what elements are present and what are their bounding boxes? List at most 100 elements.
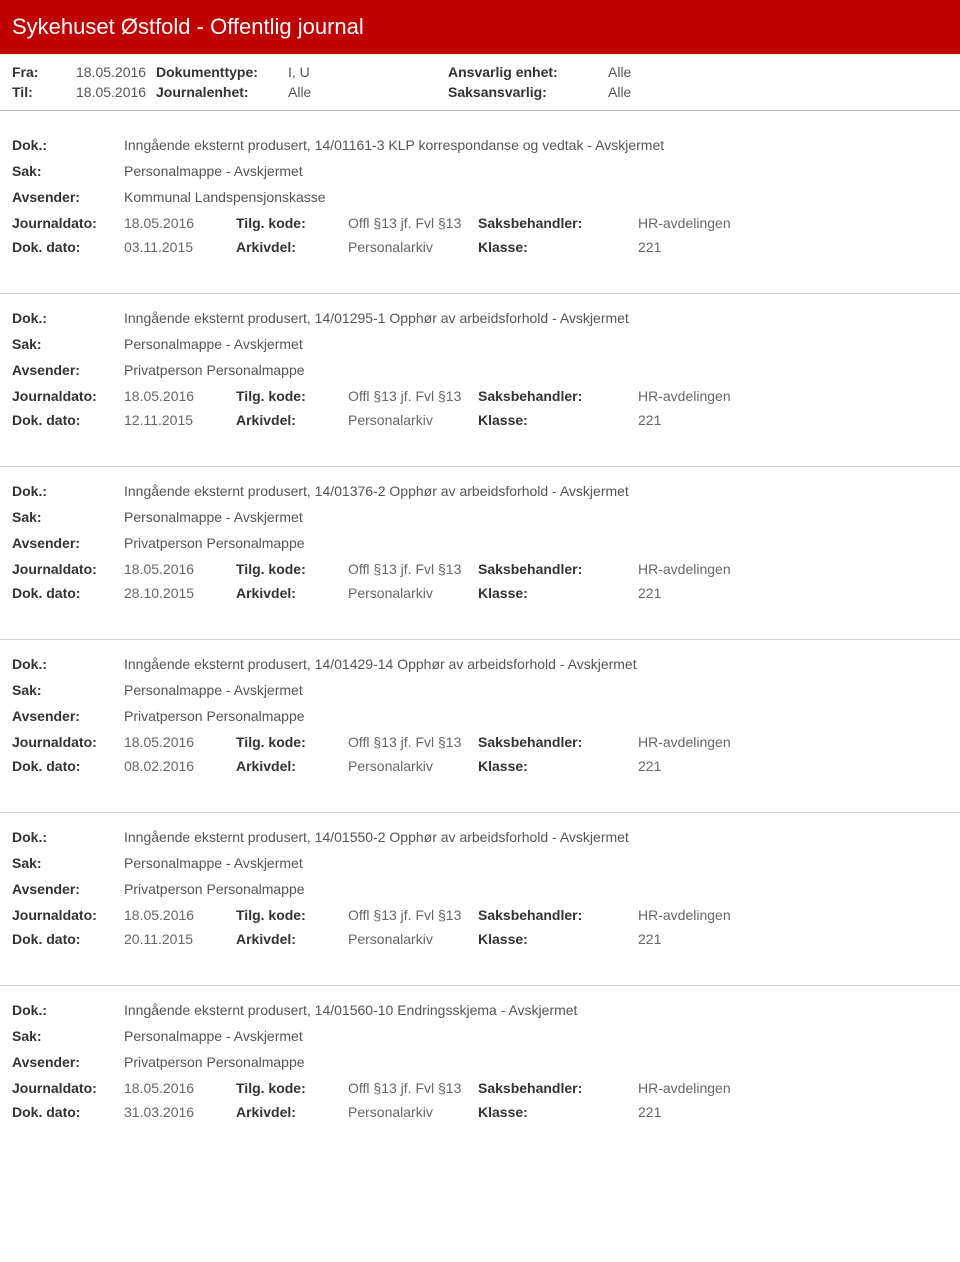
dokumenttype-value: I, U xyxy=(288,64,448,80)
journaldato-label: Journaldato: xyxy=(12,388,124,404)
sak-label: Sak: xyxy=(12,855,124,871)
fra-label: Fra: xyxy=(12,64,76,80)
avsender-label: Avsender: xyxy=(12,708,124,724)
tilgkode-value: Offl §13 jf. Fvl §13 xyxy=(348,1080,478,1096)
sak-value: Personalmappe - Avskjermet xyxy=(124,163,303,179)
journal-entry: Dok.: Inngående eksternt produsert, 14/0… xyxy=(0,304,960,450)
klasse-value: 221 xyxy=(638,585,768,601)
dokumenttype-label: Dokumenttype: xyxy=(156,64,288,80)
klasse-label: Klasse: xyxy=(478,585,638,601)
dokdato-value: 12.11.2015 xyxy=(124,412,236,428)
sak-label: Sak: xyxy=(12,1028,124,1044)
journaldato-label: Journaldato: xyxy=(12,1080,124,1096)
sak-row: Sak: Personalmappe - Avskjermet xyxy=(12,682,948,698)
avsender-label: Avsender: xyxy=(12,535,124,551)
saksansvarlig-value: Alle xyxy=(608,84,631,100)
arkivdel-label: Arkivdel: xyxy=(236,585,348,601)
journal-entry: Dok.: Inngående eksternt produsert, 14/0… xyxy=(0,131,960,277)
sak-value: Personalmappe - Avskjermet xyxy=(124,855,303,871)
dokdato-label: Dok. dato: xyxy=(12,931,124,947)
arkivdel-value: Personalarkiv xyxy=(348,239,478,255)
klasse-label: Klasse: xyxy=(478,239,638,255)
journal-meta-row-1: Journaldato: 18.05.2016 Tilg. kode: Offl… xyxy=(12,561,948,577)
arkivdel-label: Arkivdel: xyxy=(236,758,348,774)
page-header: Sykehuset Østfold - Offentlig journal xyxy=(0,0,960,54)
journal-meta-row-2: Dok. dato: 03.11.2015 Arkivdel: Personal… xyxy=(12,239,948,255)
page-title: Sykehuset Østfold - Offentlig journal xyxy=(12,14,364,39)
avsender-value: Privatperson Personalmappe xyxy=(124,881,305,897)
klasse-label: Klasse: xyxy=(478,758,638,774)
journal-meta-row-1: Journaldato: 18.05.2016 Tilg. kode: Offl… xyxy=(12,215,948,231)
dok-label: Dok.: xyxy=(12,310,124,326)
meta-row-2: Til: 18.05.2016 Journalenhet: Alle Saksa… xyxy=(12,84,948,100)
arkivdel-label: Arkivdel: xyxy=(236,412,348,428)
journaldato-label: Journaldato: xyxy=(12,215,124,231)
saksbehandler-value: HR-avdelingen xyxy=(638,734,768,750)
dok-value: Inngående eksternt produsert, 14/01295-1… xyxy=(124,310,629,326)
saksbehandler-label: Saksbehandler: xyxy=(478,1080,638,1096)
journaldato-value: 18.05.2016 xyxy=(124,907,236,923)
journal-meta-row-2: Dok. dato: 12.11.2015 Arkivdel: Personal… xyxy=(12,412,948,428)
dok-value: Inngående eksternt produsert, 14/01429-1… xyxy=(124,656,637,672)
saksbehandler-value: HR-avdelingen xyxy=(638,388,768,404)
journal-entry: Dok.: Inngående eksternt produsert, 14/0… xyxy=(0,996,960,1142)
dok-value: Inngående eksternt produsert, 14/01161-3… xyxy=(124,137,664,153)
arkivdel-label: Arkivdel: xyxy=(236,931,348,947)
avsender-row: Avsender: Privatperson Personalmappe xyxy=(12,1054,948,1070)
journaldato-label: Journaldato: xyxy=(12,734,124,750)
entry-divider xyxy=(0,639,960,640)
klasse-value: 221 xyxy=(638,239,768,255)
saksbehandler-value: HR-avdelingen xyxy=(638,215,768,231)
sak-value: Personalmappe - Avskjermet xyxy=(124,1028,303,1044)
arkivdel-value: Personalarkiv xyxy=(348,585,478,601)
til-label: Til: xyxy=(12,84,76,100)
sak-row: Sak: Personalmappe - Avskjermet xyxy=(12,509,948,525)
tilgkode-value: Offl §13 jf. Fvl §13 xyxy=(348,907,478,923)
dokdato-value: 20.11.2015 xyxy=(124,931,236,947)
saksansvarlig-label: Saksansvarlig: xyxy=(448,84,608,100)
entries-list: Dok.: Inngående eksternt produsert, 14/0… xyxy=(0,131,960,1142)
dok-row: Dok.: Inngående eksternt produsert, 14/0… xyxy=(12,310,948,326)
sak-label: Sak: xyxy=(12,336,124,352)
journal-entry: Dok.: Inngående eksternt produsert, 14/0… xyxy=(0,477,960,623)
dokdato-label: Dok. dato: xyxy=(12,412,124,428)
til-value: 18.05.2016 xyxy=(76,84,156,100)
tilgkode-value: Offl §13 jf. Fvl §13 xyxy=(348,561,478,577)
journal-entry: Dok.: Inngående eksternt produsert, 14/0… xyxy=(0,823,960,969)
dok-row: Dok.: Inngående eksternt produsert, 14/0… xyxy=(12,137,948,153)
klasse-value: 221 xyxy=(638,1104,768,1120)
klasse-label: Klasse: xyxy=(478,1104,638,1120)
dok-value: Inngående eksternt produsert, 14/01550-2… xyxy=(124,829,629,845)
tilgkode-value: Offl §13 jf. Fvl §13 xyxy=(348,388,478,404)
dok-row: Dok.: Inngående eksternt produsert, 14/0… xyxy=(12,656,948,672)
journaldato-value: 18.05.2016 xyxy=(124,215,236,231)
avsender-value: Kommunal Landspensjonskasse xyxy=(124,189,326,205)
tilgkode-label: Tilg. kode: xyxy=(236,388,348,404)
tilgkode-label: Tilg. kode: xyxy=(236,561,348,577)
dokdato-value: 03.11.2015 xyxy=(124,239,236,255)
journal-meta-row-1: Journaldato: 18.05.2016 Tilg. kode: Offl… xyxy=(12,388,948,404)
tilgkode-value: Offl §13 jf. Fvl §13 xyxy=(348,215,478,231)
journal-meta-row-1: Journaldato: 18.05.2016 Tilg. kode: Offl… xyxy=(12,734,948,750)
journalenhet-value: Alle xyxy=(288,84,448,100)
dok-label: Dok.: xyxy=(12,1002,124,1018)
entry-divider xyxy=(0,293,960,294)
tilgkode-value: Offl §13 jf. Fvl §13 xyxy=(348,734,478,750)
sak-label: Sak: xyxy=(12,509,124,525)
meta-section: Fra: 18.05.2016 Dokumenttype: I, U Ansva… xyxy=(0,54,960,110)
avsender-row: Avsender: Kommunal Landspensjonskasse xyxy=(12,189,948,205)
dok-label: Dok.: xyxy=(12,829,124,845)
journal-meta-row-2: Dok. dato: 28.10.2015 Arkivdel: Personal… xyxy=(12,585,948,601)
journaldato-value: 18.05.2016 xyxy=(124,734,236,750)
meta-row-1: Fra: 18.05.2016 Dokumenttype: I, U Ansva… xyxy=(12,64,948,80)
saksbehandler-label: Saksbehandler: xyxy=(478,215,638,231)
sak-value: Personalmappe - Avskjermet xyxy=(124,336,303,352)
klasse-value: 221 xyxy=(638,758,768,774)
sak-value: Personalmappe - Avskjermet xyxy=(124,509,303,525)
saksbehandler-label: Saksbehandler: xyxy=(478,561,638,577)
sak-row: Sak: Personalmappe - Avskjermet xyxy=(12,336,948,352)
saksbehandler-value: HR-avdelingen xyxy=(638,1080,768,1096)
tilgkode-label: Tilg. kode: xyxy=(236,1080,348,1096)
dok-value: Inngående eksternt produsert, 14/01560-1… xyxy=(124,1002,577,1018)
dok-row: Dok.: Inngående eksternt produsert, 14/0… xyxy=(12,483,948,499)
